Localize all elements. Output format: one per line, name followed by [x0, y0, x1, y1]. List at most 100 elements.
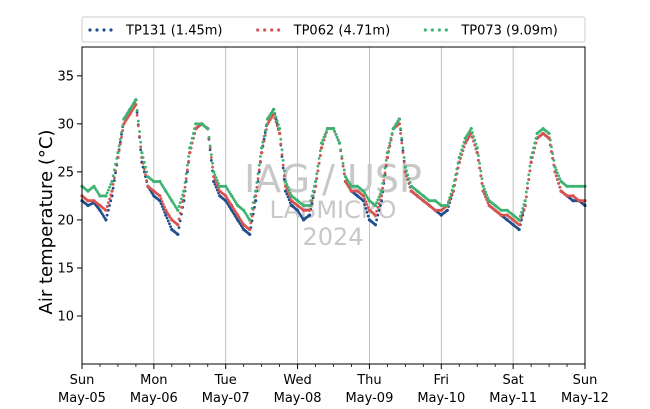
data-point — [469, 127, 473, 131]
data-point-interp — [136, 124, 140, 128]
data-point-interp — [105, 205, 109, 208]
data-point-interp — [144, 165, 147, 169]
data-point-interp — [178, 211, 182, 215]
data-point-interp — [111, 182, 115, 186]
data-point-interp — [261, 140, 265, 144]
data-point — [134, 103, 138, 107]
data-point-interp — [214, 176, 218, 180]
data-point-interp — [388, 141, 392, 145]
x-tick-date: May-08 — [274, 391, 322, 406]
x-axis-ticks: Sun May-05 Mon May-06 Tue May-07 Wed May-08 Thu M… — [58, 364, 609, 406]
data-point-interp — [557, 182, 561, 185]
watermark-line-1: IAG / USP — [244, 157, 422, 201]
data-point-interp — [136, 119, 140, 123]
data-point-interp — [180, 206, 183, 209]
data-point — [445, 203, 449, 208]
data-point — [254, 189, 258, 193]
data-point — [176, 232, 180, 236]
data-point-interp — [533, 141, 537, 145]
data-point-interp — [249, 221, 253, 225]
data-point-interp — [121, 124, 125, 128]
data-point-interp — [552, 158, 556, 162]
legend-label: TP131 (1.45m) — [125, 24, 222, 39]
data-point-interp — [518, 214, 522, 218]
data-point-interp — [138, 134, 141, 138]
data-point — [260, 146, 264, 150]
data-point-interp — [477, 158, 480, 162]
legend-marker — [95, 28, 99, 32]
data-point-interp — [521, 206, 525, 210]
data-point-interp — [378, 192, 382, 196]
data-point-interp — [376, 198, 380, 202]
data-point-interp — [449, 192, 453, 196]
data-point — [104, 194, 108, 198]
data-point-interp — [376, 206, 380, 209]
data-point-interp — [364, 200, 368, 204]
data-point-interp — [480, 182, 484, 185]
data-point — [475, 146, 479, 150]
legend-label: TP073 (9.09m) — [460, 24, 557, 39]
data-point-interp — [366, 214, 370, 218]
legend-item-2: TP073 (9.09m) — [423, 24, 558, 39]
data-point — [361, 194, 366, 198]
x-axis-minor-ticks — [99, 364, 568, 367]
data-point-interp — [530, 151, 534, 155]
x-tick-date: May-06 — [130, 391, 178, 406]
data-point-interp — [340, 155, 344, 158]
data-point-interp — [387, 146, 390, 150]
data-point-interp — [180, 197, 183, 201]
y-axis-label: Air temperature (°C) — [36, 130, 57, 315]
data-point-interp — [526, 186, 529, 190]
data-point-interp — [401, 146, 405, 150]
data-point-interp — [184, 177, 188, 181]
data-point-interp — [108, 204, 111, 207]
data-point-interp — [363, 203, 367, 206]
data-point-interp — [317, 157, 321, 160]
legend-marker — [423, 28, 427, 32]
data-point-interp — [181, 200, 185, 204]
data-point-interp — [142, 170, 146, 174]
data-point-interp — [168, 222, 171, 226]
data-point — [278, 127, 282, 131]
data-point — [319, 141, 324, 145]
data-point-interp — [118, 137, 122, 141]
x-tick-date: May-05 — [58, 391, 106, 406]
x-tick-day: Sun — [70, 373, 95, 388]
data-point-interp — [554, 168, 558, 172]
data-point-interp — [532, 146, 535, 150]
data-point-interp — [181, 193, 185, 197]
data-point-interp — [322, 135, 326, 139]
data-point-interp — [177, 217, 181, 221]
data-point-interp — [135, 110, 139, 114]
data-point-interp — [189, 141, 193, 145]
x-tick-date: May-12 — [561, 391, 609, 406]
legend-marker — [256, 28, 260, 32]
data-point-interp — [117, 144, 121, 148]
data-point-interp — [375, 209, 379, 213]
data-point-interp — [365, 203, 369, 206]
data-point-interp — [256, 177, 260, 181]
data-point-interp — [144, 175, 147, 179]
data-point-interp — [142, 160, 146, 164]
data-point-interp — [399, 132, 402, 135]
data-point-interp — [250, 206, 254, 210]
data-point — [248, 227, 252, 232]
data-point-interp — [211, 165, 214, 169]
data-point-interp — [287, 188, 291, 192]
legend-marker — [88, 28, 92, 32]
data-point-interp — [190, 136, 194, 140]
data-point-interp — [318, 154, 322, 157]
data-point — [385, 155, 389, 160]
data-point-interp — [208, 146, 212, 150]
data-point-interp — [459, 152, 462, 156]
data-point-interp — [486, 196, 490, 200]
data-point-interp — [105, 213, 109, 217]
data-point — [553, 165, 557, 169]
data-point-interp — [551, 152, 555, 156]
legend-marker — [109, 28, 113, 32]
data-point-interp — [381, 186, 384, 190]
data-point-interp — [208, 148, 212, 152]
data-point-interp — [478, 166, 482, 170]
data-point-interp — [401, 151, 405, 155]
data-point — [397, 122, 401, 126]
